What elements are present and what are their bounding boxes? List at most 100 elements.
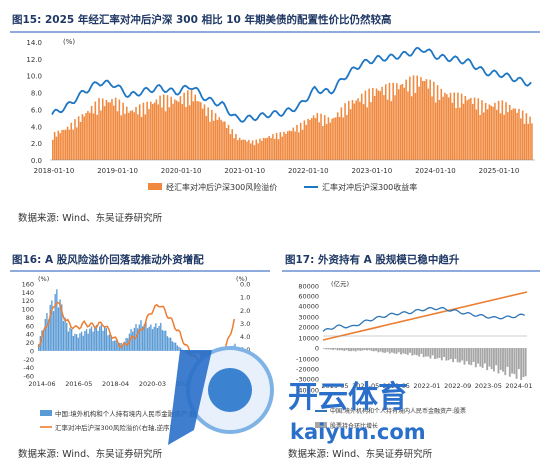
fig15-bar [207, 107, 209, 160]
fig15-bar [107, 102, 110, 160]
fig16-bar [87, 333, 89, 351]
fig17-bar [413, 348, 416, 355]
fig16-x-tick: 2016-05 [65, 380, 92, 388]
fig15-bar [179, 96, 182, 160]
fig17-bar [495, 348, 498, 366]
fig15-bar [264, 138, 267, 160]
fig17-bar [497, 348, 500, 374]
fig15-bar [231, 129, 233, 160]
fig15-bar [477, 98, 480, 160]
fig15-bar [187, 90, 189, 160]
fig16-y-tick-right: 0.0 [240, 281, 250, 289]
fig15-x-tick: 2025-01-10 [479, 167, 520, 175]
fig17-bar [329, 348, 332, 350]
fig15-bar [163, 94, 165, 160]
fig16-y-tick-left: -20 [23, 356, 34, 364]
fig17-title-rule [282, 270, 540, 272]
fig15-bar [418, 86, 420, 160]
fig16-bar [52, 311, 55, 351]
fig16-bar [62, 320, 65, 351]
fig16-bar [105, 328, 107, 351]
fig16-bar [85, 329, 88, 351]
fig17-bar [400, 348, 402, 355]
fig15-bar [397, 89, 400, 160]
fig15-bar [105, 99, 108, 160]
fig15-bar [447, 97, 450, 160]
fig15-bar [416, 75, 418, 160]
fig16-bar [156, 327, 159, 351]
fig15-bar [229, 134, 232, 160]
fig17-bar [443, 348, 445, 358]
fig15-bar [90, 105, 93, 160]
fig15-bar [486, 109, 489, 160]
fig15-title: 图15: 2025 年经汇率对冲后沪深 300 相比 10 年期美债的配置性价比… [12, 14, 392, 26]
fig15-bar [87, 110, 89, 160]
fig15-bar [140, 116, 143, 160]
fig15-bar [316, 113, 319, 160]
fig15-bar [157, 104, 159, 160]
fig16-bar [41, 330, 43, 351]
fig17-bar [366, 348, 368, 351]
fig17-bar [459, 348, 461, 363]
fig16-bar [174, 342, 177, 351]
fig16-bar [145, 322, 147, 351]
fig15-bar [379, 91, 381, 160]
fig17-bar [506, 348, 509, 367]
fig15-bar [142, 102, 145, 160]
fig15-bar [490, 105, 492, 160]
fig16-bar [168, 337, 170, 351]
fig15-bar [531, 123, 533, 160]
fig15-bar [246, 141, 248, 160]
fig17-holdings-line [322, 306, 525, 332]
fig17-bar [449, 348, 452, 360]
fig15-bar [372, 87, 374, 160]
fig16-bar [72, 336, 74, 351]
fig17-bar [504, 348, 507, 376]
fig15-x-tick: 2019-01-10 [97, 167, 138, 175]
fig15-y-tick: 4.0 [31, 123, 42, 131]
fig15-bar [488, 104, 491, 160]
fig16-bar [102, 330, 104, 351]
fig15-bar [129, 110, 132, 160]
fig17-bar [427, 348, 430, 357]
fig17-bar [508, 348, 511, 377]
fig17-bar [515, 348, 518, 379]
fig15-bar [497, 100, 500, 160]
fig16-bar [112, 340, 114, 351]
fig17-bar [456, 348, 459, 363]
fig17-bar [338, 348, 341, 351]
fig16-bar [165, 330, 167, 351]
fig15-bar [392, 82, 394, 160]
fig16-bar [66, 322, 68, 351]
fig15-bar [386, 99, 389, 160]
fig15-bar [59, 133, 61, 160]
fig15-bar [81, 114, 84, 160]
fig16-bar [80, 331, 83, 351]
fig15-bar [521, 110, 524, 160]
fig16-bar [107, 335, 109, 351]
fig15-bar [85, 113, 87, 160]
fig16-legend-bar: 中国:境外机构和个人持有境内人民币金融资产:股票:同比 [55, 409, 218, 418]
fig15-bar [74, 119, 76, 160]
fig17-legend-line: 中国:境外机构和个人持有境内人民币金融资产:股票 [330, 407, 466, 415]
fig17-x-tick: 2020-05 [352, 382, 379, 390]
fig15-bar [70, 122, 73, 160]
fig15-bar [185, 106, 187, 160]
fig15-bar [336, 112, 339, 160]
fig17-bar [454, 348, 457, 359]
fig15-bar [423, 81, 426, 160]
fig17-bar [334, 348, 337, 350]
fig15-bar [255, 139, 258, 160]
fig15-y-axis: 0.0 2.0 4.0 6.0 8.0 10.0 12.0 14.0 [26, 39, 42, 165]
fig15-bar [244, 139, 246, 160]
fig17-unit-label: (亿元) [331, 279, 349, 288]
fig15-bar [320, 113, 322, 160]
fig16-bar [77, 337, 79, 351]
fig17-bar [332, 348, 334, 350]
fig15-bar [194, 94, 196, 160]
fig16-bar [95, 324, 98, 351]
fig15-bar [212, 120, 215, 160]
fig15-bar [331, 118, 333, 160]
fig15-bar [299, 122, 302, 160]
fig16-bar [104, 327, 106, 351]
